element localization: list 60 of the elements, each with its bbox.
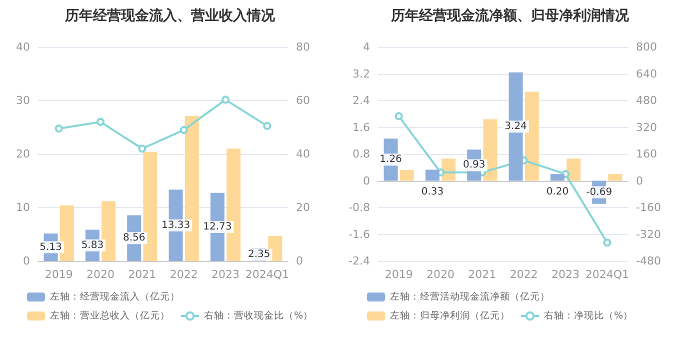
y2-tick-label: 60 — [296, 94, 310, 107]
y-tick-label: -0.8 — [348, 201, 370, 214]
data-label: -0.69 — [586, 186, 612, 198]
data-label: 3.24 — [504, 121, 527, 132]
y-tick-label: 2.4 — [352, 94, 370, 107]
data-label: 1.26 — [380, 154, 402, 166]
y2-tick-label: 480 — [636, 94, 657, 107]
y2-tick-label: 20 — [296, 201, 310, 214]
y2-tick-label: 160 — [636, 148, 657, 160]
data-label: 0.20 — [546, 186, 569, 198]
legend-label: 左轴：经营活动现金流净额（亿元） — [390, 290, 550, 302]
y2-tick-label: 40 — [296, 148, 310, 160]
data-label: 0.93 — [462, 160, 486, 171]
data-label: 5.13 — [40, 242, 62, 253]
legend-label: 右轴：净现比（%） — [544, 310, 634, 322]
y-tick-label: 20 — [16, 148, 30, 160]
y-tick-label: 0 — [363, 174, 370, 188]
x-tick-label: 2020 — [86, 268, 114, 281]
chart-title: 历年经营现金流净额、归母净利润情况 — [390, 7, 630, 24]
y-tick-label: -1.6 — [348, 228, 370, 241]
x-tick-label: 2020 — [426, 268, 454, 281]
x-tick-label: 2021 — [468, 268, 496, 281]
legend-label: 左轴：归母净利润（亿元） — [390, 310, 510, 322]
y2-tick-label: 320 — [636, 120, 657, 134]
x-tick-label: 2024Q1 — [585, 268, 629, 281]
data-label: 2.35 — [248, 249, 270, 260]
y2-tick-label: -160 — [636, 201, 661, 214]
chart-title: 历年经营现金流入、营业收入情况 — [64, 7, 276, 24]
x-tick-label: 2023 — [552, 268, 580, 281]
x-tick-label: 2021 — [128, 268, 156, 281]
legend-label: 左轴：营业总收入（亿元） — [50, 310, 170, 322]
y2-tick-label: 80 — [296, 40, 310, 54]
y-tick-label: 30 — [16, 94, 30, 107]
y-tick-label: 10 — [16, 201, 30, 214]
data-label: 13.33 — [161, 220, 190, 231]
data-label: 5.83 — [81, 240, 104, 251]
y-tick-label: 0 — [23, 254, 30, 268]
x-tick-label: 2022 — [510, 268, 538, 281]
y-tick-label: -2.4 — [348, 254, 370, 268]
y-tick-label: 4 — [363, 40, 370, 54]
x-tick-label: 2019 — [44, 268, 73, 281]
data-label: 0.33 — [421, 186, 444, 198]
y-tick-label: 40 — [16, 40, 30, 54]
x-tick-label: 2022 — [170, 268, 198, 281]
data-label: 8.56 — [122, 232, 146, 244]
y-tick-label: 1.6 — [352, 120, 370, 134]
y2-tick-label: 640 — [636, 67, 657, 80]
y2-tick-label: 800 — [636, 40, 657, 54]
y2-tick-label: 0 — [636, 174, 643, 188]
legend-label: 左轴：经营现金流入（亿元） — [50, 290, 180, 302]
y-tick-label: 3.2 — [352, 67, 370, 80]
y-tick-label: 0.8 — [352, 148, 370, 160]
data-label: 12.73 — [203, 221, 232, 232]
x-tick-label: 2023 — [212, 268, 240, 281]
y2-tick-label: -320 — [636, 228, 661, 241]
x-tick-label: 2024Q1 — [245, 268, 289, 281]
y2-tick-label: 0 — [296, 254, 303, 268]
y2-tick-label: -480 — [636, 254, 661, 268]
x-tick-label: 2019 — [384, 268, 413, 281]
legend-label: 右轴：营收现金比（%） — [204, 310, 314, 322]
